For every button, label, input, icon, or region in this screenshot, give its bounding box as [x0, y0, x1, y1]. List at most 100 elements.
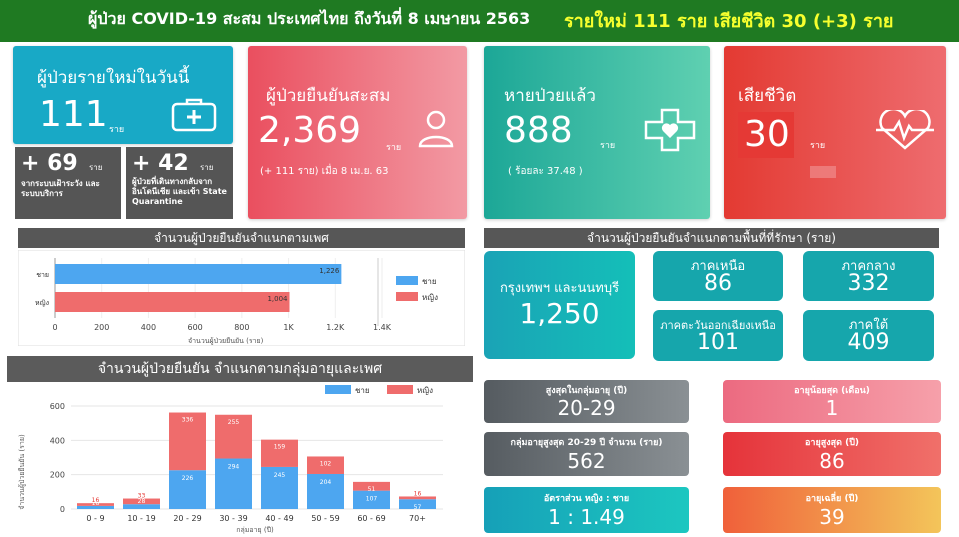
age-bar-segment — [169, 412, 206, 471]
cumulative-value: 2,369 — [258, 110, 362, 151]
stat-youngest-label: อายุน้อยสุด (เดือน) — [794, 386, 870, 396]
stat-mean-age: อายุเฉลี่ย (ปี) 39 — [723, 487, 941, 533]
stat-oldest-label: อายุสูงสุด (ปี) — [804, 438, 860, 448]
age-bar-label: 107 — [366, 496, 378, 503]
age-bar-label: 294 — [228, 464, 240, 471]
age-bar-label: 226 — [182, 475, 194, 482]
age-bar-segment — [169, 470, 206, 509]
age-bar-label: 204 — [320, 479, 332, 486]
quarantine-cases-box: + 42 ราย ผู้ป่วยที่เดินทางกลับจากอินโดนี… — [126, 147, 233, 219]
gender-x-tick: 200 — [94, 323, 109, 332]
gender-x-tick: 1.4K — [373, 323, 392, 332]
age-chart-header: จำนวนผู้ป่วยยืนยัน จำแนกตามกลุ่มอายุและเ… — [7, 356, 473, 382]
age-bar-segment — [353, 481, 390, 491]
cumulative-unit: ราย — [386, 143, 402, 153]
stat-ratio-label: อัตราส่วน หญิง : ชาย — [543, 494, 630, 504]
gender-chart: 0 200 400 600 800 1K 1.2K 1.4K 1,226 ชาย 1,004 หญิ… — [18, 250, 465, 346]
age-x-tick: 70+ — [409, 514, 426, 523]
age-y-tick: 0 — [60, 505, 65, 514]
gender-x-tick: 400 — [141, 323, 156, 332]
region-south-tile: ภาคใต้ 409 — [803, 310, 934, 361]
region-northeast-value: 101 — [697, 330, 739, 355]
gender-legend-male: ชาย — [422, 277, 437, 286]
age-bar-label: 33 — [138, 493, 146, 500]
region-north-tile: ภาคเหนือ 86 — [653, 251, 783, 301]
medical-kit-icon — [171, 98, 217, 136]
gender-x-tick: 600 — [188, 323, 203, 332]
gender-category-label: ชาย — [36, 271, 49, 279]
deaths-card: เสียชีวิต 30 ราย — [724, 46, 946, 219]
gender-x-tick: 1K — [283, 323, 294, 332]
stat-top-group: สูงสุดในกลุ่มอายุ (ปี) 20-29 — [484, 380, 689, 423]
stat-mean-age-value: 39 — [819, 505, 845, 529]
stat-ratio-value: 1 : 1.49 — [548, 505, 625, 529]
age-bar-label: 255 — [228, 419, 240, 426]
region-south-value: 409 — [847, 330, 890, 355]
quarantine-desc: ผู้ป่วยที่เดินทางกลับจากอินโดนีเซีย และเ… — [132, 177, 227, 206]
age-x-tick: 10 - 19 — [127, 514, 155, 523]
recovered-label: หายป่วยแล้ว — [504, 86, 596, 106]
surveillance-cases-box: + 69 ราย จากระบบเฝ้าระวัง และระบบบริการ — [15, 147, 121, 219]
age-bar-label: 16 — [414, 490, 422, 497]
stat-oldest: อายุสูงสุด (ปี) 86 — [723, 432, 941, 476]
age-bar-segment — [307, 456, 344, 474]
age-bar-label: 18 — [92, 500, 100, 507]
age-bar-segment — [123, 504, 160, 509]
age-y-label: จำนวนผู้ป่วยยืนยัน (ราย) — [18, 434, 26, 510]
surveillance-desc: จากระบบเฝ้าระวัง และระบบบริการ — [21, 179, 100, 198]
region-bangkok-value: 1,250 — [519, 297, 600, 330]
age-legend-male-swatch — [325, 385, 351, 394]
stat-top-group-count-value: 562 — [567, 449, 606, 473]
region-north-value: 86 — [704, 271, 732, 296]
gender-x-label: จำนวนผู้ป่วยยืนยัน (ราย) — [188, 337, 264, 345]
cumulative-label: ผู้ป่วยยืนยันสะสม — [266, 86, 391, 106]
age-bar-segment — [261, 466, 298, 509]
surveillance-unit: ราย — [89, 163, 103, 172]
deaths-redacted-bar — [810, 166, 836, 178]
age-bar-label: 16 — [92, 497, 100, 504]
gender-chart-header: จำนวนผู้ป่วยยืนยันจำแนกตามเพศ — [18, 228, 465, 248]
age-y-tick: 200 — [50, 471, 65, 480]
region-south-label: ภาคใต้ — [848, 318, 889, 333]
age-bar-label: 51 — [368, 486, 376, 493]
gender-bar-label: 1,226 — [319, 267, 340, 275]
region-central-value: 332 — [847, 271, 890, 296]
recovered-note: ( ร้อยละ 37.48 ) — [508, 166, 583, 177]
age-bar-label: 336 — [182, 417, 194, 424]
age-bar-label: 28 — [138, 498, 146, 505]
person-icon — [416, 108, 456, 152]
region-bangkok-label: กรุงเทพฯ และนนทบุรี — [499, 281, 620, 296]
region-central-label: ภาคกลาง — [841, 259, 896, 274]
age-x-tick: 60 - 69 — [357, 514, 385, 523]
gender-x-tick: 800 — [234, 323, 249, 332]
new-cases-label: ผู้ป่วยรายใหม่ในวันนี้ — [37, 68, 190, 88]
age-bar-segment — [399, 496, 436, 500]
stat-top-group-count-label: กลุ่มอายุสูงสุด 20-29 ปี จำนวน (ราย) — [510, 438, 663, 448]
quarantine-value: + 42 — [132, 151, 189, 176]
age-bar-segment — [123, 498, 160, 505]
age-y-tick: 600 — [50, 402, 65, 411]
stat-top-group-count: กลุ่มอายุสูงสุด 20-29 ปี จำนวน (ราย) 562 — [484, 432, 689, 476]
cumulative-card: ผู้ป่วยยืนยันสะสม 2,369 ราย (+ 111 ราย) … — [248, 46, 467, 219]
region-northeast-label: ภาคตะวันออกเฉียงเหนือ — [660, 319, 776, 332]
stat-top-group-value: 20-29 — [557, 396, 616, 420]
stat-mean-age-label: อายุเฉลี่ย (ปี) — [805, 494, 859, 504]
age-x-tick: 40 - 49 — [265, 514, 293, 523]
gender-category-label: หญิง — [35, 299, 49, 307]
gender-legend-female-swatch — [396, 292, 418, 301]
gender-bar-label: 1,004 — [267, 295, 288, 303]
recovered-unit: ราย — [600, 141, 616, 151]
age-bar-segment — [77, 505, 114, 509]
region-bangkok-tile: กรุงเทพฯ และนนทบุรี 1,250 — [484, 251, 635, 359]
region-central-tile: ภาคกลาง 332 — [803, 251, 934, 301]
age-bar-segment — [353, 490, 390, 509]
heartbeat-icon — [874, 107, 936, 154]
gender-x-tick: 1.2K — [326, 323, 345, 332]
age-bar-label: 245 — [274, 472, 286, 479]
age-bar-segment — [399, 499, 436, 509]
stat-youngest-value: 1 — [825, 396, 839, 420]
cumulative-note: (+ 111 ราย) เมื่อ 8 เม.ย. 63 — [260, 166, 389, 177]
age-x-tick: 30 - 39 — [219, 514, 247, 523]
stat-youngest: อายุน้อยสุด (เดือน) 1 — [723, 380, 941, 423]
quarantine-unit: ราย — [200, 163, 214, 172]
